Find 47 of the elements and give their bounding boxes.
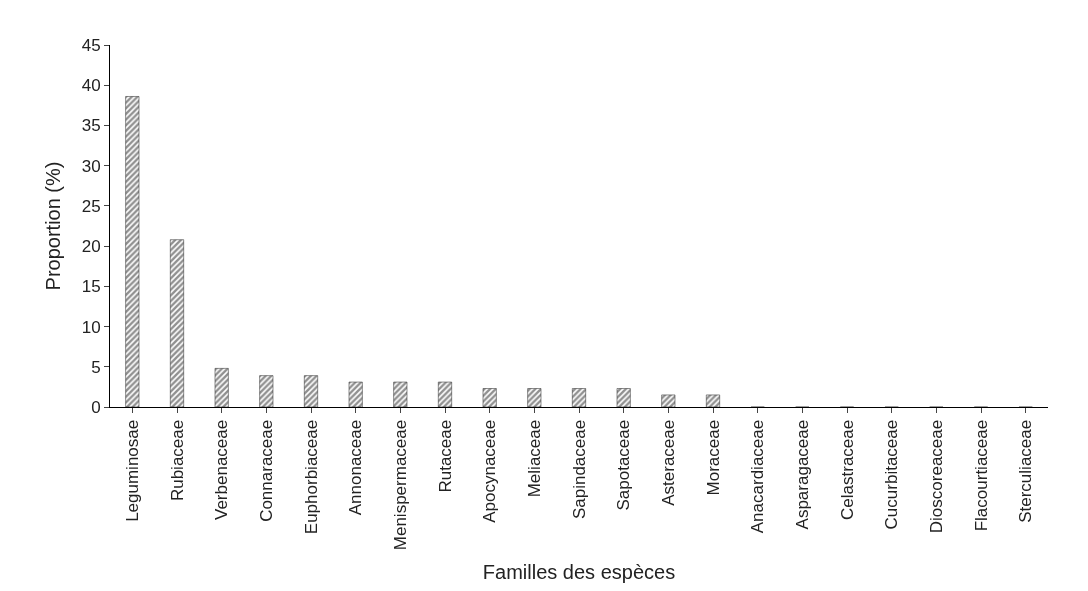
y-tick-label: 25 bbox=[81, 196, 101, 216]
bar bbox=[259, 375, 274, 407]
y-tick-label: 0 bbox=[91, 397, 101, 417]
bar bbox=[482, 388, 497, 407]
bar bbox=[616, 388, 631, 407]
bar bbox=[170, 239, 184, 407]
x-tick-label: Asparagaceae bbox=[792, 419, 812, 530]
bar bbox=[304, 375, 318, 407]
x-tick-label: Sterculiaceae bbox=[1016, 419, 1036, 523]
x-tick-label: Rubiaceae bbox=[167, 419, 187, 502]
x-tick-label: Cucurbitaceae bbox=[882, 419, 902, 530]
x-tick-label: Sapindaceae bbox=[569, 419, 589, 520]
x-tick-label: Asteraceae bbox=[658, 419, 678, 506]
x-tick-label: Menispermaceae bbox=[390, 419, 410, 551]
y-tick-label: 30 bbox=[81, 156, 101, 176]
x-tick-label: Moraceae bbox=[703, 419, 723, 496]
x-tick-label: Euphorbiaceae bbox=[301, 419, 321, 535]
bar bbox=[438, 381, 452, 407]
y-axis-title: Proportion (%) bbox=[42, 161, 65, 291]
x-tick-label: Annonaceae bbox=[346, 419, 366, 516]
x-tick-label: Dioscoreaceae bbox=[926, 419, 946, 534]
x-tick-label: Celastraceae bbox=[837, 419, 857, 520]
x-tick-label: Meliaceae bbox=[524, 419, 544, 498]
bar bbox=[348, 381, 363, 407]
bar bbox=[661, 394, 676, 407]
y-tick-label: 45 bbox=[81, 35, 101, 55]
y-tick-label: 35 bbox=[81, 116, 101, 136]
x-tick-label: Rutaceae bbox=[435, 419, 455, 493]
x-tick-label: Leguminosae bbox=[122, 419, 142, 522]
x-axis-title: Familles des espèces bbox=[482, 560, 676, 583]
x-tick-label: Verbenaceae bbox=[212, 419, 232, 520]
y-tick-label: 15 bbox=[81, 277, 101, 297]
bar bbox=[572, 388, 586, 407]
y-tick-label: 5 bbox=[91, 357, 101, 377]
x-tick-label: Connaraceae bbox=[256, 419, 276, 522]
y-tick-label: 20 bbox=[81, 237, 101, 257]
bar bbox=[527, 388, 542, 407]
x-tick-label: Apocynaceae bbox=[480, 419, 500, 523]
y-tick-label: 40 bbox=[81, 76, 101, 96]
bar bbox=[214, 368, 229, 407]
bar bbox=[706, 394, 720, 407]
x-tick-label: Flacourtiaceae bbox=[971, 419, 991, 532]
x-tick-label: Anacardiaceae bbox=[748, 419, 768, 534]
x-tick-label: Sapotaceae bbox=[614, 419, 634, 511]
bar bbox=[125, 96, 140, 407]
bar bbox=[393, 381, 408, 407]
y-tick-label: 10 bbox=[81, 317, 101, 337]
